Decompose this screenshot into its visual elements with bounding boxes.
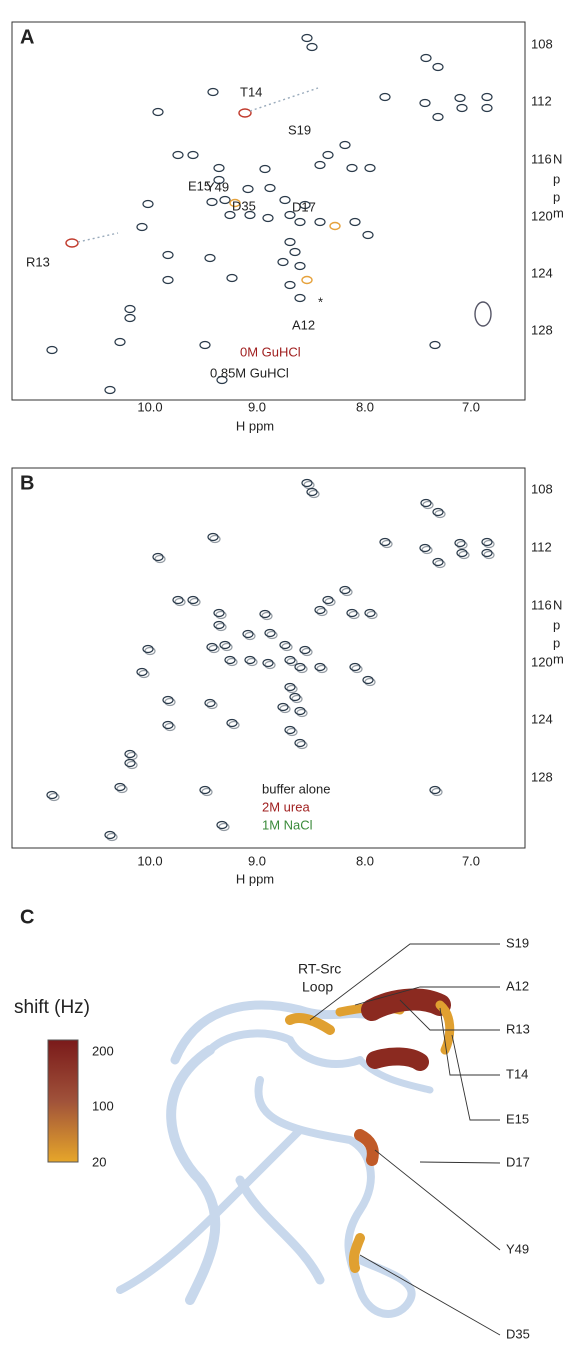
plot-frame — [11, 467, 526, 849]
peak-label: Y49 — [206, 179, 229, 194]
y-tick-label: 128 — [531, 769, 553, 784]
y-tick-label: 120 — [531, 654, 553, 669]
y-ticks: 108 112 116 120 124 128 — [531, 481, 553, 784]
y-axis-label: p — [553, 635, 560, 650]
y-tick-label: 116 — [531, 151, 552, 166]
y-axis-label: p — [553, 617, 560, 632]
y-tick-label: 112 — [531, 539, 552, 554]
x-tick-label: 10.0 — [137, 399, 162, 414]
y-axis-label: m — [553, 205, 564, 220]
y-tick-label: 116 — [531, 597, 552, 612]
y-tick-label: 120 — [531, 208, 553, 223]
x-axis-label: H ppm — [236, 871, 274, 886]
panel-label: A — [20, 26, 34, 48]
y-tick-label: 108 — [531, 481, 553, 496]
peak-label: T14 — [240, 84, 262, 99]
panel-label: C — [20, 906, 34, 928]
y-tick-label: 124 — [531, 265, 553, 280]
x-ticks: 10.0 9.0 8.0 7.0 — [137, 853, 480, 868]
y-tick-label: 108 — [531, 36, 553, 51]
y-tick-label: 128 — [531, 322, 553, 337]
residue-label: R13 — [506, 1021, 530, 1036]
colorbar-tick: 20 — [92, 1154, 106, 1169]
leader-lines — [309, 943, 501, 1336]
peak-label: D35 — [232, 198, 256, 213]
peak-label: A12 — [292, 317, 315, 332]
residue-label: E15 — [506, 1111, 529, 1126]
x-tick-label: 8.0 — [356, 399, 374, 414]
peak-label: * — [318, 294, 323, 309]
y-axis-label: m — [553, 651, 564, 666]
x-tick-label: 9.0 — [248, 399, 266, 414]
peak-label: D17 — [292, 199, 316, 214]
peak-label: S19 — [288, 122, 311, 137]
legend-entry: 1M NaCl — [262, 817, 313, 832]
residue-label: Y49 — [506, 1241, 529, 1256]
peak-label: R13 — [26, 254, 50, 269]
x-tick-label: 7.0 — [462, 853, 480, 868]
x-ticks: 10.0 9.0 8.0 7.0 — [137, 399, 480, 414]
ribbon — [116, 988, 455, 1318]
x-axis-label: H ppm — [236, 418, 274, 433]
legend-entry: 2M urea — [262, 799, 310, 814]
y-axis-label: p — [553, 189, 560, 204]
colorbar — [47, 1039, 79, 1163]
peaks — [46, 33, 493, 395]
y-axis-label: N — [553, 151, 562, 166]
x-tick-label: 7.0 — [462, 399, 480, 414]
colorbar-tick: 100 — [92, 1098, 114, 1113]
x-tick-label: 10.0 — [137, 853, 162, 868]
colorbar-tick: 200 — [92, 1043, 114, 1058]
residue-label: D17 — [506, 1154, 530, 1169]
residue-label: A12 — [506, 978, 529, 993]
loop-label: Loop — [302, 979, 333, 995]
legend-entry: buffer alone — [262, 781, 330, 796]
x-tick-label: 9.0 — [248, 853, 266, 868]
loop-label: RT-Src — [298, 961, 341, 977]
panel-a: A T14 S19 E15 Y49 D35 D17 R13 * A12 0M G… — [11, 21, 564, 433]
panel-c: C shift (Hz) 200 100 20 RT-Src Loop S19 … — [14, 906, 530, 1341]
panel-b: B buffer alone 2M urea 1M NaCl 10.0 9.0 … — [11, 467, 564, 886]
y-tick-label: 112 — [531, 93, 552, 108]
x-tick-label: 8.0 — [356, 853, 374, 868]
residue-label: D35 — [506, 1326, 530, 1341]
y-axis-label: p — [553, 171, 560, 186]
panel-label: B — [20, 472, 34, 494]
y-tick-label: 124 — [531, 711, 553, 726]
residue-label: S19 — [506, 935, 529, 950]
legend-entry: 0M GuHCl — [240, 344, 301, 359]
colorbar-title: shift (Hz) — [14, 997, 90, 1018]
y-axis-label: N — [553, 597, 562, 612]
shifted-peaks — [65, 87, 492, 327]
legend-entry: 0.85M GuHCl — [210, 365, 289, 380]
peak-label: E15 — [188, 178, 211, 193]
residue-label: T14 — [506, 1066, 528, 1081]
y-ticks: 108 112 116 120 124 128 — [531, 36, 553, 337]
plot-frame — [11, 21, 526, 401]
